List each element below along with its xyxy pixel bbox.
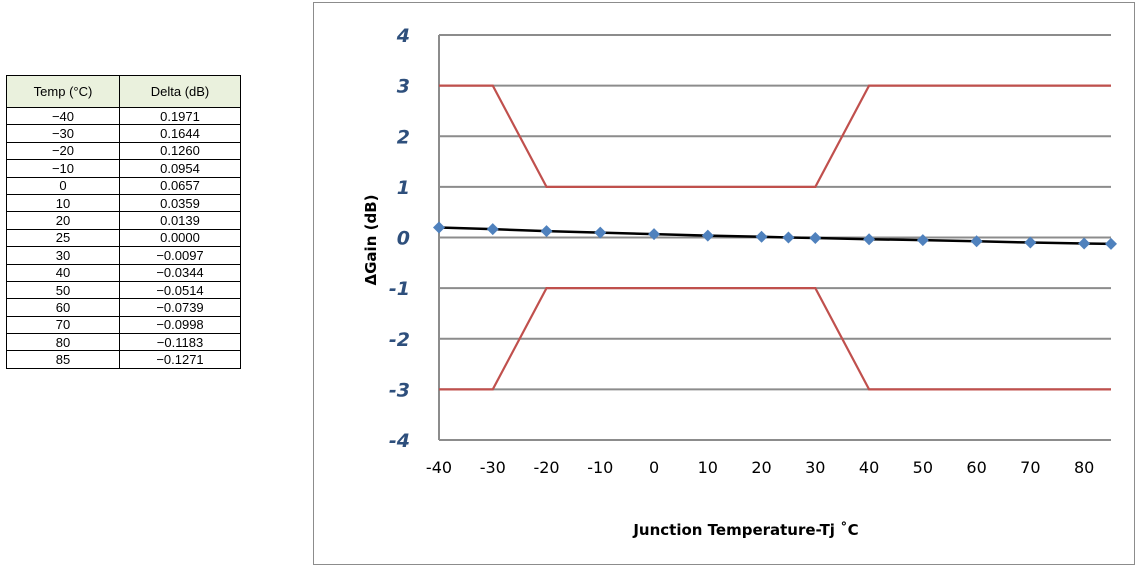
table-row: 85 −0.1271 <box>6 350 241 369</box>
temp-cell: −10 <box>6 159 120 178</box>
header-delta: Delta (dB) <box>119 75 241 108</box>
table-row: −20 0.1260 <box>6 141 241 161</box>
data-point-marker <box>540 225 553 238</box>
y-tick-label: 3 <box>397 76 410 98</box>
delta-cell: 0.1644 <box>119 124 241 143</box>
table-row: 60 −0.0739 <box>6 298 241 317</box>
delta-cell: 0.0359 <box>119 193 241 213</box>
table-row: 0 0.0657 <box>6 176 241 195</box>
y-tick-label: 2 <box>397 126 410 148</box>
x-tick-label: -10 <box>587 458 613 477</box>
temp-cell: 50 <box>6 280 120 300</box>
y-tick-label: -4 <box>389 430 410 452</box>
y-tick-label: 4 <box>396 25 410 47</box>
lower-limit-line <box>439 287 1111 391</box>
table-row: −40 0.1971 <box>6 106 241 126</box>
temp-cell: 70 <box>6 315 120 335</box>
data-point-marker <box>916 234 929 247</box>
table-row: −10 0.0954 <box>6 159 241 178</box>
table-row: 40 −0.0344 <box>6 263 241 282</box>
table-row: 30 −0.0097 <box>6 246 241 265</box>
table-row: 70 −0.0998 <box>6 315 241 335</box>
temp-cell: −20 <box>6 141 120 161</box>
y-tick-label: -2 <box>389 329 410 351</box>
temp-cell: 85 <box>6 350 120 369</box>
data-point-marker <box>701 229 714 242</box>
delta-cell: −0.1183 <box>119 333 241 352</box>
x-tick-label: 70 <box>1020 458 1040 477</box>
x-tick-label: -20 <box>533 458 559 477</box>
temp-cell: 40 <box>6 263 120 282</box>
x-tick-label: 0 <box>649 458 659 477</box>
y-tick-label: -3 <box>389 379 410 401</box>
temp-cell: 80 <box>6 333 120 352</box>
table-row: 10 0.0359 <box>6 193 241 213</box>
chart-panel: 4 3 2 1 0 -1 -2 -3 -4 -40 -30 -20 -10 0 10 20 30 40 50 60 70… <box>313 2 1135 565</box>
delta-cell: −0.0514 <box>119 280 241 300</box>
y-tick-label: 1 <box>397 177 410 199</box>
delta-gain-line <box>438 226 1112 246</box>
table-row: −30 0.1644 <box>6 124 241 143</box>
temp-cell: 20 <box>6 211 120 230</box>
data-point-marker <box>594 226 607 239</box>
data-point-marker <box>1024 236 1037 249</box>
header-temp: Temp (°C) <box>6 75 120 108</box>
data-point-marker <box>486 223 499 236</box>
delta-cell: −0.0097 <box>119 246 241 265</box>
x-axis-label: Junction Temperature-Tj ˚C <box>632 521 858 539</box>
temp-cell: 25 <box>6 228 120 248</box>
data-point-marker <box>970 235 983 248</box>
data-point-marker <box>809 231 822 244</box>
y-axis-label: ΔGain (dB) <box>362 195 380 286</box>
delta-cell: 0.1971 <box>119 106 241 126</box>
y-tick-label: -1 <box>389 278 410 300</box>
delta-cell: −0.0344 <box>119 263 241 282</box>
delta-cell: −0.0998 <box>119 315 241 335</box>
data-point-marker <box>1105 237 1117 250</box>
delta-cell: −0.1271 <box>119 350 241 369</box>
delta-cell: 0.0657 <box>119 176 241 195</box>
data-point-marker <box>863 233 876 246</box>
temp-cell: 10 <box>6 193 120 213</box>
delta-cell: −0.0739 <box>119 298 241 317</box>
table-header-row: Temp (°C) Delta (dB) <box>6 75 241 108</box>
temp-cell: −30 <box>6 124 120 143</box>
delta-cell: 0.0000 <box>119 228 241 248</box>
temp-cell: 30 <box>6 246 120 265</box>
table-row: 50 −0.0514 <box>6 280 241 300</box>
delta-cell: 0.1260 <box>119 141 241 161</box>
table-row: 20 0.0139 <box>6 211 241 230</box>
x-tick-label: 80 <box>1074 458 1094 477</box>
x-tick-label: 50 <box>913 458 933 477</box>
temperature-delta-table: Temp (°C) Delta (dB) −40 0.1971 −30 0.1644−… <box>6 75 241 369</box>
x-tick-label: 30 <box>805 458 825 477</box>
data-point-marker <box>433 221 445 234</box>
x-tick-label: 40 <box>859 458 879 477</box>
temp-cell: 0 <box>6 176 120 195</box>
data-point-marker <box>1078 237 1091 250</box>
data-point-marker <box>648 228 661 241</box>
data-point-marker <box>755 230 768 243</box>
data-point-marker <box>782 231 795 244</box>
table-row: 25 0.0000 <box>6 228 241 248</box>
delta-cell: 0.0954 <box>119 159 241 178</box>
x-tick-label: 60 <box>966 458 986 477</box>
x-tick-label: 10 <box>698 458 718 477</box>
temp-cell: −40 <box>6 106 120 126</box>
delta-cell: 0.0139 <box>119 211 241 230</box>
table-row: 80 −0.1183 <box>6 333 241 352</box>
temp-cell: 60 <box>6 298 120 317</box>
x-tick-label: -30 <box>480 458 506 477</box>
upper-limit-line <box>439 84 1111 188</box>
x-tick-label: -40 <box>426 458 452 477</box>
x-tick-label: 20 <box>751 458 771 477</box>
y-tick-label: 0 <box>397 228 410 250</box>
table-body: −40 0.1971 −30 0.1644 −20 0.1260 −10 0.0954 0 0.0… <box>6 106 241 369</box>
